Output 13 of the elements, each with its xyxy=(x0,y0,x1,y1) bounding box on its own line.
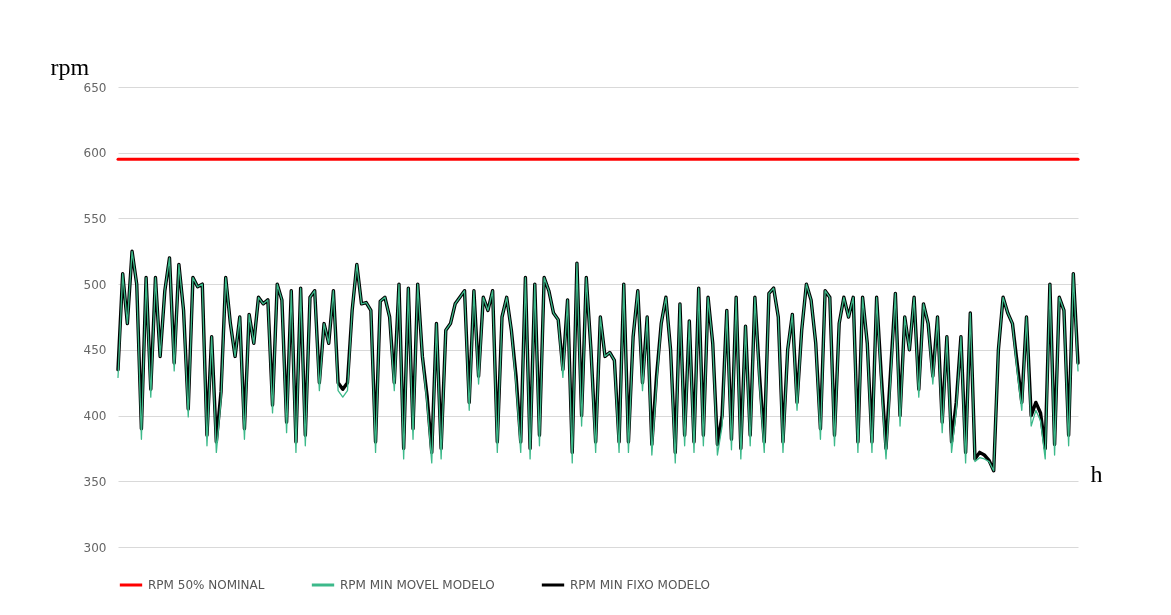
legend-label: RPM 50% NOMINAL xyxy=(148,578,265,592)
legend-label: RPM MIN MOVEL MODELO xyxy=(340,578,495,592)
y-tick-label: 400 xyxy=(83,409,107,424)
legend-label: RPM MIN FIXO MODELO xyxy=(570,578,710,592)
y-tick-label: 650 xyxy=(83,80,107,95)
y-tick-label: 500 xyxy=(83,277,107,292)
y-tick-label: 450 xyxy=(83,343,107,358)
y-tick-label: 600 xyxy=(83,146,107,161)
y-tick-label: 350 xyxy=(83,474,107,489)
y-tick-label: 550 xyxy=(83,211,107,226)
y-tick-label: 300 xyxy=(83,540,107,555)
y-axis-title: rpm xyxy=(50,53,90,80)
x-axis-title: h xyxy=(1090,461,1103,488)
